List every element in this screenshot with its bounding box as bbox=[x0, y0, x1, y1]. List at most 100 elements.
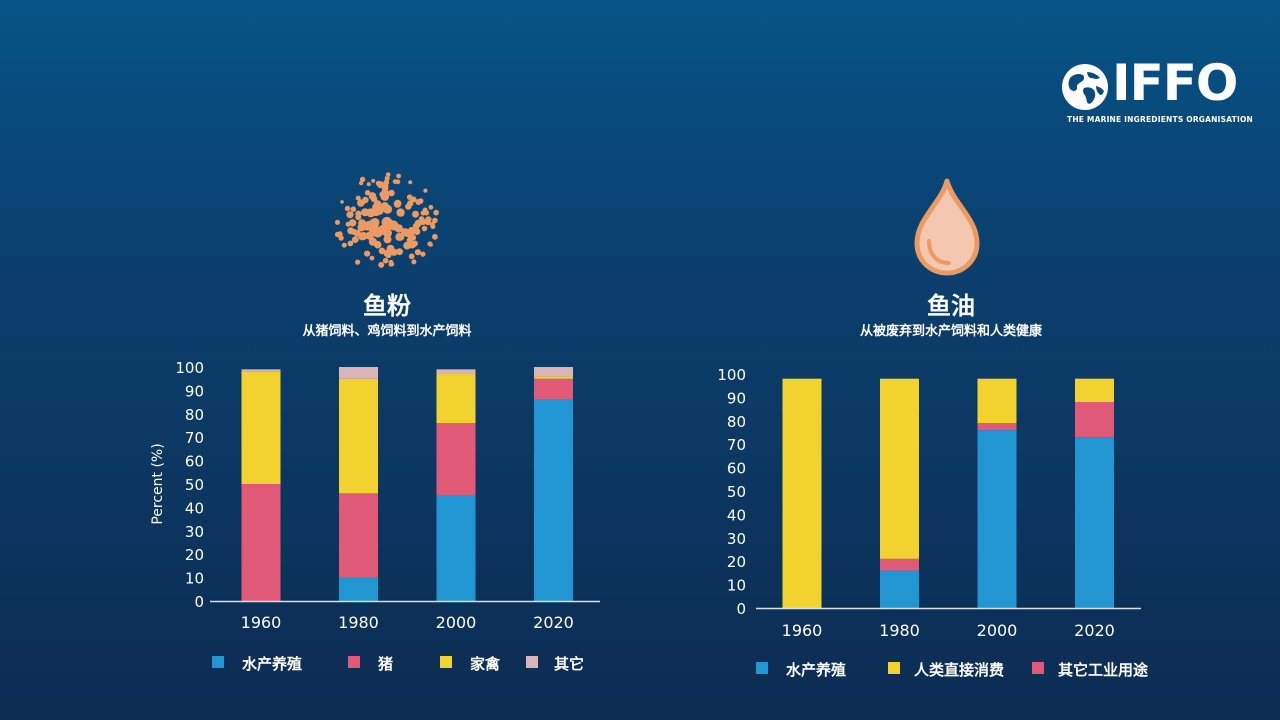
bar-segment bbox=[1075, 402, 1114, 438]
granule-dot bbox=[378, 247, 386, 255]
granule-dot bbox=[425, 220, 431, 226]
x-tick-label: 2000 bbox=[977, 621, 1018, 640]
y-tick-label: 20 bbox=[185, 546, 204, 564]
y-tick-label: 30 bbox=[727, 530, 746, 548]
granule-dot bbox=[411, 259, 417, 265]
legend-label: 人类直接消费 bbox=[914, 661, 1005, 679]
granule-dot bbox=[421, 225, 428, 232]
bar-segment bbox=[534, 378, 573, 400]
oil-drop-icon bbox=[914, 178, 980, 276]
granule-dot bbox=[389, 261, 395, 267]
x-tick-label: 2020 bbox=[1074, 621, 1115, 640]
legend-label: 水产养殖 bbox=[786, 661, 847, 679]
granule-dot bbox=[361, 208, 370, 217]
fishmeal-legend: 水产养殖 猪 家禽 其它 bbox=[212, 653, 632, 673]
legend-swatch bbox=[1032, 662, 1044, 674]
granule-dot bbox=[368, 221, 379, 233]
granule-dot bbox=[408, 180, 413, 185]
x-tick-label: 1980 bbox=[879, 621, 920, 640]
bar-segment bbox=[339, 367, 378, 379]
granule-dot bbox=[365, 231, 375, 240]
granule-dot bbox=[422, 207, 428, 213]
granule-dot bbox=[355, 259, 361, 265]
granule-dot bbox=[396, 248, 403, 256]
granule-dot bbox=[347, 240, 354, 247]
granule-dot bbox=[334, 219, 341, 225]
y-tick-label: 60 bbox=[727, 460, 746, 478]
granule-dot bbox=[384, 175, 390, 181]
bar-segment bbox=[534, 376, 573, 379]
legend-swatch bbox=[348, 656, 360, 668]
bar-segment bbox=[436, 495, 476, 601]
granule-dot bbox=[407, 226, 416, 235]
granule-dot bbox=[381, 216, 393, 228]
legend-swatch bbox=[526, 656, 538, 668]
y-tick-label: 90 bbox=[727, 389, 746, 407]
granule-dot bbox=[341, 242, 347, 248]
fishmeal-title: 鱼粉 bbox=[363, 292, 411, 320]
y-tick-label: 50 bbox=[185, 476, 204, 494]
y-tick-label: 40 bbox=[727, 506, 746, 524]
x-tick-label: 2020 bbox=[533, 613, 574, 632]
legend-label: 水产养殖 bbox=[242, 655, 303, 673]
fishoil-subtitle: 从被废弃到水产饲料和人类健康 bbox=[859, 324, 1042, 339]
granule-dot bbox=[408, 253, 415, 260]
granule-dot bbox=[403, 241, 411, 250]
granule-dot bbox=[350, 206, 357, 212]
bar-segment bbox=[339, 493, 378, 578]
bar-segment bbox=[782, 378, 822, 608]
legend-swatch bbox=[440, 656, 452, 668]
y-tick-label: 70 bbox=[185, 429, 204, 447]
granule-dot bbox=[388, 189, 395, 197]
bar-segment bbox=[241, 369, 281, 372]
granule-dot bbox=[351, 236, 359, 243]
granule-dot bbox=[364, 190, 371, 196]
iffo-logo: IFFO THE MARINE INGREDIENTS ORGANISATION bbox=[1060, 54, 1253, 130]
granule-dot bbox=[414, 219, 422, 227]
x-tick-label: 1960 bbox=[782, 621, 823, 640]
y-tick-label: 100 bbox=[175, 359, 204, 377]
y-tick-label: 80 bbox=[727, 413, 746, 431]
granule-dot bbox=[396, 173, 401, 179]
fishmeal-granules-icon bbox=[334, 172, 439, 268]
bar-segment bbox=[880, 378, 919, 559]
legend-swatch bbox=[888, 662, 900, 674]
bar-segment bbox=[534, 399, 573, 601]
x-tick-label: 2000 bbox=[436, 613, 477, 632]
granule-dot bbox=[420, 251, 426, 257]
granule-dot bbox=[395, 232, 404, 241]
granule-dot bbox=[355, 214, 362, 221]
granule-dot bbox=[392, 179, 398, 184]
granule-dot bbox=[377, 181, 384, 189]
granule-dot bbox=[346, 211, 354, 219]
granule-dot bbox=[340, 200, 344, 204]
y-tick-label: 50 bbox=[727, 483, 746, 501]
granule-dot bbox=[406, 237, 413, 244]
bar-segment bbox=[977, 378, 1017, 424]
granule-dot bbox=[428, 204, 434, 210]
x-tick-label: 1980 bbox=[338, 613, 379, 632]
bar-segment bbox=[880, 570, 919, 608]
granule-dot bbox=[428, 242, 433, 247]
granule-dot bbox=[358, 232, 367, 241]
granule-dot bbox=[433, 209, 439, 216]
granule-dot bbox=[389, 249, 396, 256]
logo-wordmark: IFFO bbox=[1112, 54, 1238, 112]
granule-dot bbox=[338, 231, 343, 236]
granule-dot bbox=[357, 223, 366, 232]
legend-swatch bbox=[212, 656, 224, 668]
granule-dot bbox=[412, 210, 419, 218]
bar-segment bbox=[1075, 437, 1114, 608]
granule-dot bbox=[378, 261, 385, 268]
fishmeal-subtitle: 从猪饲料、鸡饲料到水产饲料 bbox=[302, 324, 472, 339]
granule-dot bbox=[366, 182, 371, 187]
bar-segment bbox=[977, 430, 1017, 608]
granule-dot bbox=[414, 249, 421, 256]
y-tick-label: 30 bbox=[185, 523, 204, 541]
granule-dot bbox=[364, 250, 371, 257]
bar-segment bbox=[241, 371, 281, 484]
y-tick-label: 10 bbox=[727, 577, 746, 595]
granule-dot bbox=[371, 178, 376, 183]
granule-dot bbox=[379, 191, 386, 198]
bar-segment bbox=[241, 484, 281, 601]
